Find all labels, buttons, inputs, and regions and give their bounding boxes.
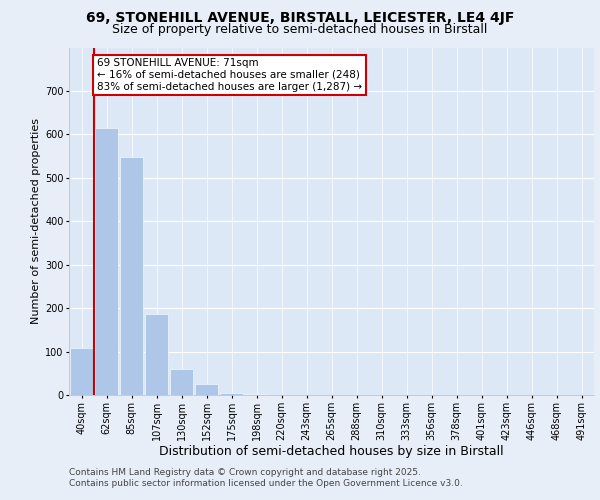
Text: Contains HM Land Registry data © Crown copyright and database right 2025.
Contai: Contains HM Land Registry data © Crown c… <box>69 468 463 487</box>
Bar <box>195 384 218 395</box>
Bar <box>145 314 168 395</box>
Bar <box>70 348 93 395</box>
X-axis label: Distribution of semi-detached houses by size in Birstall: Distribution of semi-detached houses by … <box>159 446 504 458</box>
Text: 69, STONEHILL AVENUE, BIRSTALL, LEICESTER, LE4 4JF: 69, STONEHILL AVENUE, BIRSTALL, LEICESTE… <box>86 11 514 25</box>
Bar <box>170 369 193 395</box>
Y-axis label: Number of semi-detached properties: Number of semi-detached properties <box>31 118 41 324</box>
Text: Size of property relative to semi-detached houses in Birstall: Size of property relative to semi-detach… <box>112 22 488 36</box>
Bar <box>120 158 143 395</box>
Bar <box>220 393 243 395</box>
Bar <box>245 394 268 395</box>
Bar <box>95 128 118 395</box>
Text: 69 STONEHILL AVENUE: 71sqm
← 16% of semi-detached houses are smaller (248)
83% o: 69 STONEHILL AVENUE: 71sqm ← 16% of semi… <box>97 58 362 92</box>
